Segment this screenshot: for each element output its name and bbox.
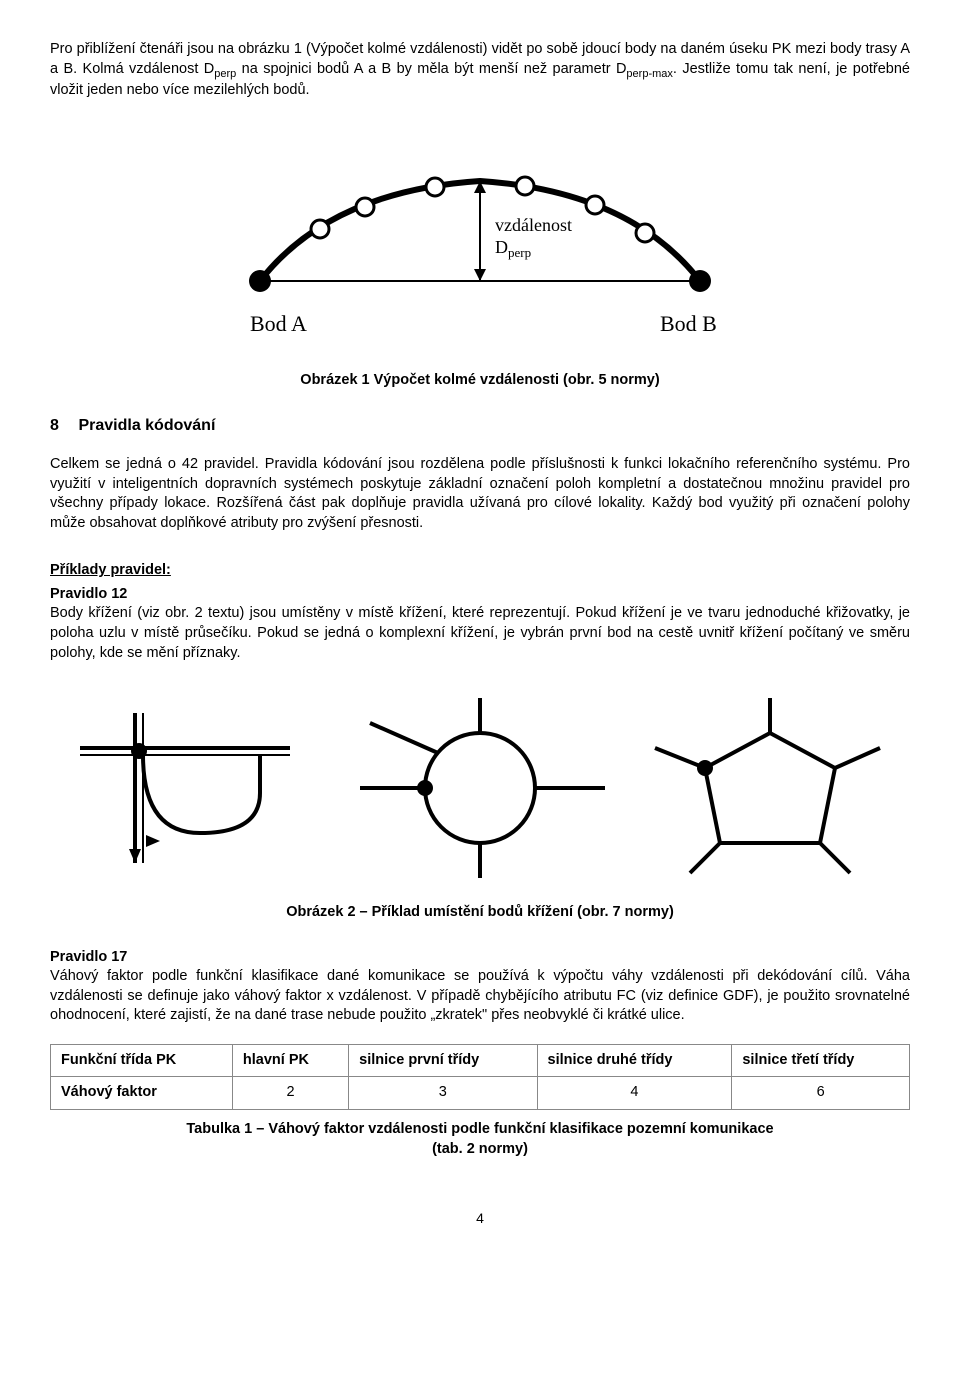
figure-2-svg (60, 693, 900, 883)
th-1: hlavní PK (232, 1044, 348, 1077)
rule-17-head: Pravidlo 17 (50, 949, 127, 965)
table-1-caption: Tabulka 1 – Váhový faktor vzdálenosti po… (50, 1120, 910, 1159)
table-caption-l1: Tabulka 1 – Váhový faktor vzdálenosti po… (186, 1121, 773, 1137)
page-number: 4 (50, 1209, 910, 1228)
section-8-title: Pravidla kódování (78, 417, 215, 434)
figure-1-caption: Obrázek 1 Výpočet kolmé vzdálenosti (obr… (50, 371, 910, 391)
table-data-row: Váhový faktor 2 3 4 6 (51, 1077, 910, 1110)
fig1-label-dperp: Dperp (495, 237, 531, 260)
fig1-label-vzdalenost: vzdálenost (495, 215, 572, 235)
section-8-num: 8 (50, 415, 74, 437)
th-3: silnice druhé třídy (537, 1044, 732, 1077)
rule-12: Pravidlo 12 Body křížení (viz obr. 2 tex… (50, 585, 910, 663)
intro-text-b: na spojnici bodů A a B by měla být menší… (236, 61, 626, 77)
th-0: Funkční třída PK (51, 1044, 233, 1077)
td-0: 2 (232, 1077, 348, 1110)
figure-2 (50, 693, 910, 883)
examples-head: Příklady pravidel: (50, 561, 910, 581)
th-2: silnice první třídy (349, 1044, 537, 1077)
section-8-body: Celkem se jedná o 42 pravidel. Pravidla … (50, 455, 910, 533)
figure-2-caption: Obrázek 2 – Příklad umístění bodů křížen… (50, 903, 910, 923)
intro-sub2: perp-max (626, 67, 672, 79)
rule-17-body: Váhový faktor podle funkční klasifikace … (50, 968, 910, 1023)
td-3: 6 (732, 1077, 910, 1110)
section-8-heading: 8 Pravidla kódování (50, 415, 910, 437)
td-1: 3 (349, 1077, 537, 1110)
table-1: Funkční třída PK hlavní PK silnice první… (50, 1044, 910, 1110)
td-label: Váhový faktor (51, 1077, 233, 1110)
table-caption-l2: (tab. 2 normy) (432, 1141, 528, 1157)
table-header-row: Funkční třída PK hlavní PK silnice první… (51, 1044, 910, 1077)
rule-12-body: Body křížení (viz obr. 2 textu) jsou umí… (50, 605, 910, 660)
fig1-label-bodb: Bod B (660, 311, 717, 336)
rule-17: Pravidlo 17 Váhový faktor podle funkční … (50, 948, 910, 1026)
intro-paragraph: Pro přiblížení čtenáři jsou na obrázku 1… (50, 40, 910, 101)
examples-label: Příklady pravidel: (50, 562, 171, 578)
intro-sub1: perp (214, 67, 236, 79)
figure-1: vzdálenost Dperp Bod A Bod B (50, 131, 910, 351)
td-2: 4 (537, 1077, 732, 1110)
figure-1-svg: vzdálenost Dperp Bod A Bod B (190, 131, 770, 351)
rule-12-head: Pravidlo 12 (50, 586, 127, 602)
th-4: silnice třetí třídy (732, 1044, 910, 1077)
fig1-label-boda: Bod A (250, 311, 307, 336)
